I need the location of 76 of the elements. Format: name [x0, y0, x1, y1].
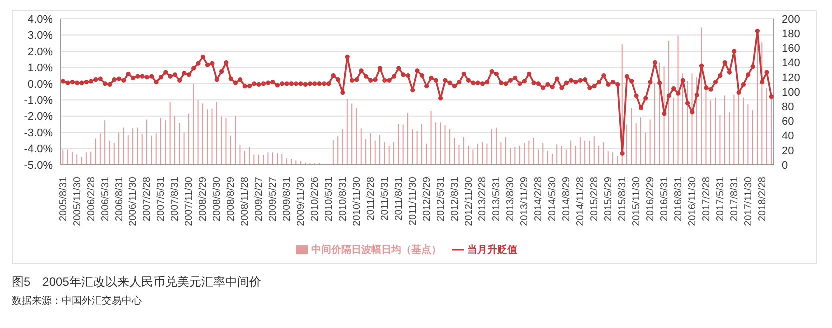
- x-tick-label: 2009/2/27: [254, 176, 266, 222]
- x-tick-label: 2005/11/30: [72, 176, 84, 226]
- x-tick-label: 2011/5/31: [380, 176, 391, 221]
- x-tick-label: 2013/5/31: [492, 176, 503, 222]
- source-note: 数据来源：中国外汇交易中心: [12, 294, 142, 308]
- x-tick-label: 2014/2/28: [534, 176, 545, 222]
- y-tick-label: -3.0%: [24, 127, 54, 140]
- y-tick-label: -4.0%: [24, 144, 54, 156]
- y2-tick-label: 200: [782, 14, 800, 26]
- x-tick-label: 2009/5/27: [268, 176, 280, 222]
- y-tick-label: 3.0%: [28, 30, 54, 42]
- x-tick-label: 2013/8/30: [506, 176, 517, 222]
- x-tick-label: 2008/11/28: [240, 176, 252, 226]
- x-tick-label: 2008/8/29: [226, 176, 238, 222]
- y-tick-label: -2.0%: [24, 111, 54, 124]
- x-tick-label: 2012/11/30: [464, 176, 475, 226]
- x-tick-label: 2016/5/31: [659, 176, 670, 222]
- x-tick-label: 2010/8/31: [338, 176, 349, 222]
- x-tick-label: 2005/8/31: [58, 176, 70, 222]
- x-tick-label: 2014/8/29: [562, 176, 573, 222]
- y-tick-label: -1.0%: [24, 95, 54, 108]
- x-tick-label: 2016/8/31: [673, 176, 684, 222]
- x-tick-label: 2017/8/31: [729, 176, 740, 222]
- text: 图5 2005年汇改以来人民币兑美元汇率中间价: [12, 274, 262, 291]
- x-tick-label: 2014/11/28: [576, 176, 587, 226]
- y2-tick-label: 140: [782, 58, 800, 70]
- x-tick-label: 2015/5/29: [604, 176, 615, 222]
- x-tick-label: 2006/2/28: [86, 176, 98, 222]
- x-tick-label: 2007/5/31: [156, 176, 168, 222]
- y2-tick-label: 80: [782, 102, 794, 114]
- x-tick-label: 2011/8/31: [394, 176, 405, 221]
- y2-tick-label: 40: [782, 130, 794, 143]
- x-tick-label: 2009/8/31: [282, 176, 294, 222]
- x-tick-label: 2016/11/30: [687, 176, 698, 226]
- x-tick-label: 2010/11/30: [352, 176, 363, 226]
- x-tick-label: 2015/8/31: [618, 176, 629, 222]
- x-tick-label: 2015/2/28: [590, 176, 601, 222]
- x-tick-label: 2017/11/30: [743, 176, 754, 226]
- x-tick-label: 2011/2/28: [366, 176, 377, 221]
- y2-tick-label: 160: [782, 43, 800, 56]
- x-tick-label: 2011/11/30: [408, 176, 419, 226]
- x-tick-label: 2010/2/26: [310, 176, 321, 222]
- x-tick-label: 2014/5/30: [548, 176, 559, 222]
- legend-label: 中间价隔日波幅日均（基点）: [312, 245, 442, 256]
- x-tick-label: 2018/2/28: [757, 176, 768, 222]
- y2-tick-label: 0: [782, 160, 788, 172]
- x-tick-label: 2009/11/30: [296, 176, 307, 226]
- x-tick-label: 2010/5/31: [324, 176, 335, 222]
- x-tick-label: 2016/2/29: [646, 176, 657, 222]
- x-tick-label: 2008/2/29: [198, 176, 210, 222]
- legend-label: 当月升贬值: [468, 245, 518, 256]
- x-tick-label: 2007/8/31: [170, 176, 182, 222]
- x-tick-label: 2006/8/31: [114, 176, 126, 222]
- x-tick-label: 2007/2/28: [142, 176, 154, 222]
- x-tick-label: 2007/11/30: [184, 176, 196, 226]
- x-tick-label: 2013/11/29: [520, 176, 531, 226]
- x-tick-label: 2017/2/28: [701, 176, 712, 222]
- x-tick-label: 2017/5/31: [715, 176, 726, 222]
- x-tick-label: 2006/11/30: [128, 176, 140, 226]
- x-tick-label: 2015/11/30: [632, 176, 643, 226]
- y2-tick-label: 20: [782, 145, 794, 158]
- y-tick-label: -5.0%: [24, 160, 54, 172]
- x-tick-label: 2013/2/28: [478, 176, 489, 222]
- y-tick-label: 4.0%: [28, 14, 54, 26]
- x-tick-label: 2006/5/31: [100, 176, 112, 222]
- y2-tick-label: 100: [782, 86, 800, 99]
- x-tick-label: 2012/5/31: [436, 176, 447, 222]
- y-tick-label: 0.0%: [28, 78, 54, 91]
- y2-tick-label: 180: [782, 28, 800, 41]
- y-tick-label: 2.0%: [28, 46, 54, 58]
- x-tick-label: 2012/2/29: [422, 176, 433, 222]
- x-tick-label: 2008/5/30: [212, 176, 224, 222]
- y-tick-label: 1.0%: [28, 62, 54, 75]
- x-tick-label: 2012/8/31: [450, 176, 461, 222]
- y2-tick-label: 60: [782, 116, 794, 128]
- y2-tick-label: 120: [782, 72, 800, 84]
